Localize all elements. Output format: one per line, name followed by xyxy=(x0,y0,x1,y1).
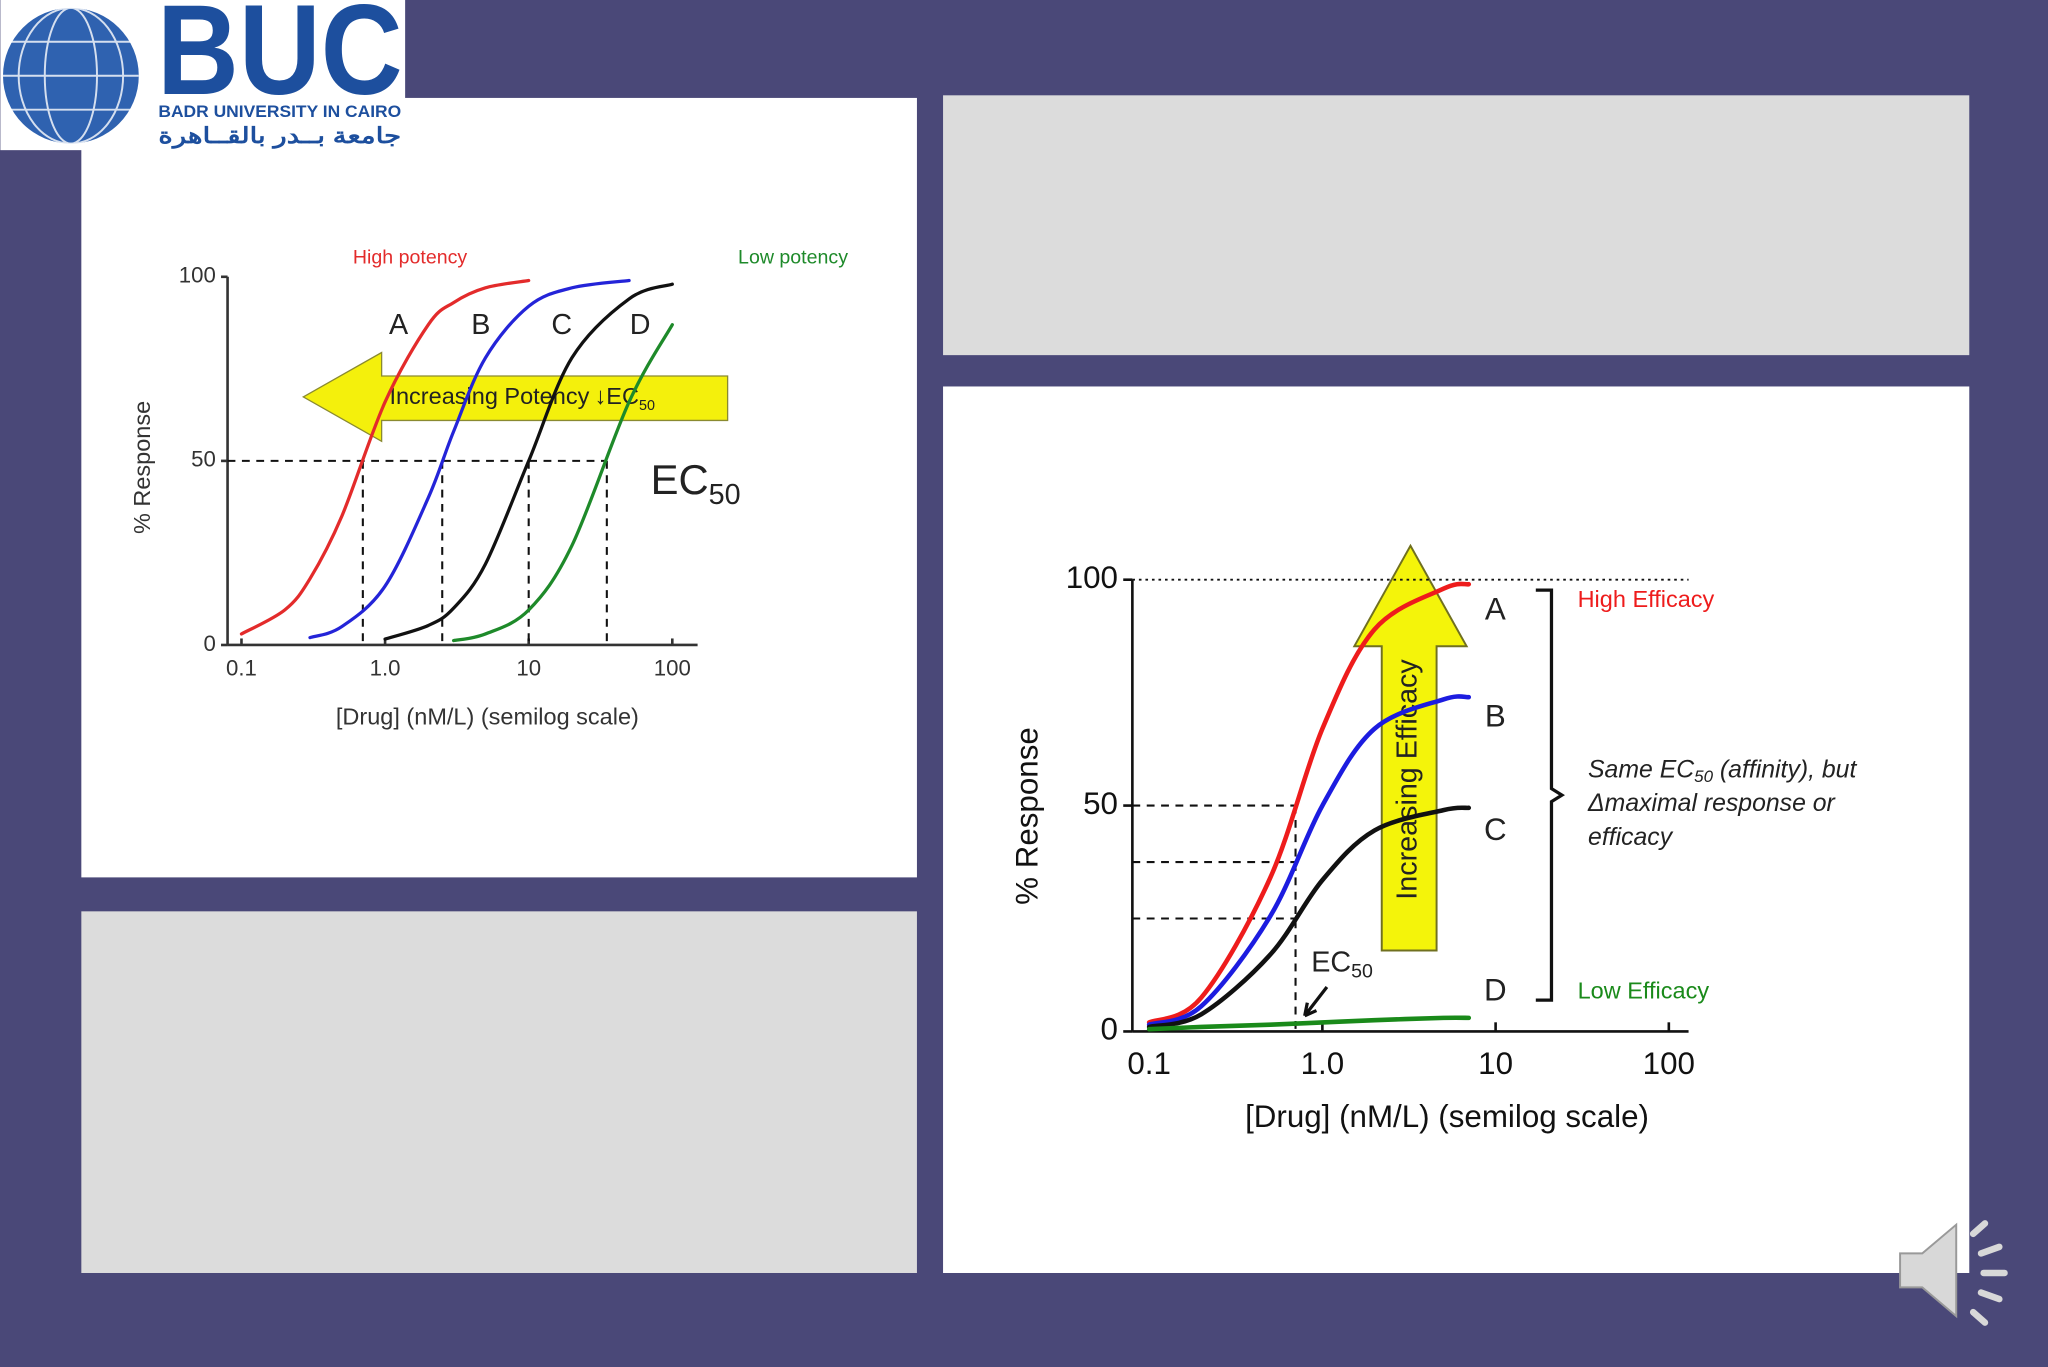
panel xyxy=(81,97,917,878)
ec50-label: EC50 xyxy=(1311,946,1373,983)
note-line: Same EC50 (affinity), but xyxy=(1588,756,1857,787)
y-tick-label: 50 xyxy=(1083,786,1118,821)
ec50-label: EC50 xyxy=(651,456,741,511)
x-axis-label: [Drug] (nM/L) (semilog scale) xyxy=(1245,1099,1649,1134)
curve xyxy=(1146,1015,1472,1032)
panel xyxy=(943,386,1970,1273)
speaker-body xyxy=(1899,1222,1958,1319)
panel xyxy=(943,95,1970,356)
low-efficacy-label: Low Efficacy xyxy=(1578,977,1710,1003)
speaker-icon[interactable] xyxy=(1899,1220,2008,1326)
low-potency-label: Low potency xyxy=(738,247,848,269)
x-tick-label: 10 xyxy=(516,655,541,680)
x-tick-label: 10 xyxy=(1478,1046,1513,1081)
high-potency-label: High potency xyxy=(353,247,467,269)
x-tick-label: 0.1 xyxy=(226,655,257,680)
efficacy-chart: Increasing Efficacy High Efficacy Low Ef… xyxy=(1010,543,1857,1134)
speaker-waves xyxy=(1969,1220,2008,1326)
curve-label: C xyxy=(1484,812,1507,847)
bracket xyxy=(1535,588,1566,1002)
x-tick-label: 0.1 xyxy=(1127,1046,1171,1081)
curve-label: B xyxy=(1485,698,1506,733)
curve xyxy=(383,282,674,641)
y-tick-label: 100 xyxy=(1066,560,1118,595)
high-efficacy-label: High Efficacy xyxy=(1578,586,1715,612)
curve xyxy=(239,278,531,636)
x-tick-label: 1.0 xyxy=(1301,1046,1345,1081)
curve-label: C xyxy=(551,309,572,341)
globe-grid xyxy=(2,6,139,145)
logo-english: BADR UNIVERSITY IN CAIRO xyxy=(158,102,401,121)
potency-chart: Increasing Potency ↓EC50 High potency Low… xyxy=(129,247,848,730)
y-tick-label: 0 xyxy=(1101,1012,1118,1047)
x-axis-label: [Drug] (nM/L) (semilog scale) xyxy=(336,703,639,729)
arrow-label: Increasing Efficacy xyxy=(1392,659,1424,900)
curve-label: D xyxy=(1484,973,1507,1008)
ec50-pointer xyxy=(1303,986,1329,1018)
y-tick-label: 0 xyxy=(203,631,215,656)
y-axis-label: % Response xyxy=(129,401,155,534)
arrow-label: Increasing Potency ↓EC50 xyxy=(389,383,654,413)
curve xyxy=(308,278,631,640)
note-line: Δmaximal response or xyxy=(1587,790,1837,817)
y-tick-label: 100 xyxy=(179,263,216,288)
y-axis-label: % Response xyxy=(1010,727,1045,905)
logo: BUC BADR UNIVERSITY IN CAIRO جامعة بــدر… xyxy=(0,0,406,151)
curve-label: D xyxy=(630,309,651,341)
efficacy-arrow xyxy=(1352,543,1469,952)
curve xyxy=(1146,694,1472,1027)
curve-label: A xyxy=(1485,591,1506,626)
logo-name: BUC xyxy=(157,0,402,122)
y-tick-label: 50 xyxy=(191,447,216,472)
curve xyxy=(451,323,674,643)
panel xyxy=(81,911,917,1273)
x-tick-label: 1.0 xyxy=(370,655,401,680)
curve xyxy=(1146,805,1472,1030)
curve-label: A xyxy=(389,309,409,341)
x-tick-label: 100 xyxy=(1643,1046,1695,1081)
x-tick-label: 100 xyxy=(654,655,691,680)
note-line: efficacy xyxy=(1588,824,1674,851)
curve xyxy=(1146,581,1472,1025)
logo-arabic: جامعة بــدر بالقــاهرة xyxy=(158,123,401,149)
curve-label: B xyxy=(471,309,490,341)
